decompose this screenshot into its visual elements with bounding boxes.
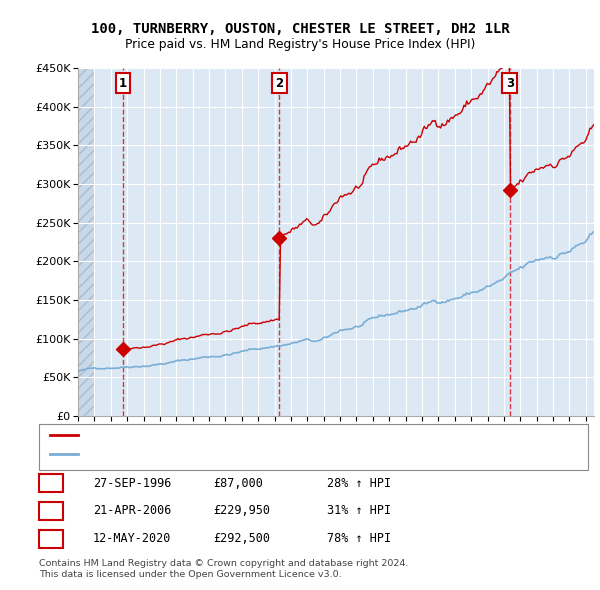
Text: 27-SEP-1996: 27-SEP-1996	[93, 477, 172, 490]
Text: £229,950: £229,950	[213, 504, 270, 517]
Text: 1: 1	[119, 77, 127, 90]
Text: 78% ↑ HPI: 78% ↑ HPI	[327, 532, 391, 545]
Text: 100, TURNBERRY, OUSTON, CHESTER LE STREET, DH2 1LR (detached house): 100, TURNBERRY, OUSTON, CHESTER LE STREE…	[82, 431, 481, 440]
Text: Contains HM Land Registry data © Crown copyright and database right 2024.
This d: Contains HM Land Registry data © Crown c…	[39, 559, 409, 579]
Text: 3: 3	[506, 77, 514, 90]
Text: HPI: Average price, detached house, County Durham: HPI: Average price, detached house, Coun…	[82, 450, 358, 459]
Text: Price paid vs. HM Land Registry's House Price Index (HPI): Price paid vs. HM Land Registry's House …	[125, 38, 475, 51]
Text: 3: 3	[47, 532, 55, 545]
Text: £87,000: £87,000	[213, 477, 263, 490]
Text: 2: 2	[47, 504, 55, 517]
Text: 1: 1	[47, 477, 55, 490]
Text: 2: 2	[275, 77, 284, 90]
Text: 31% ↑ HPI: 31% ↑ HPI	[327, 504, 391, 517]
Text: 12-MAY-2020: 12-MAY-2020	[93, 532, 172, 545]
Text: £292,500: £292,500	[213, 532, 270, 545]
Text: 100, TURNBERRY, OUSTON, CHESTER LE STREET, DH2 1LR: 100, TURNBERRY, OUSTON, CHESTER LE STREE…	[91, 22, 509, 37]
Text: 28% ↑ HPI: 28% ↑ HPI	[327, 477, 391, 490]
Text: 21-APR-2006: 21-APR-2006	[93, 504, 172, 517]
